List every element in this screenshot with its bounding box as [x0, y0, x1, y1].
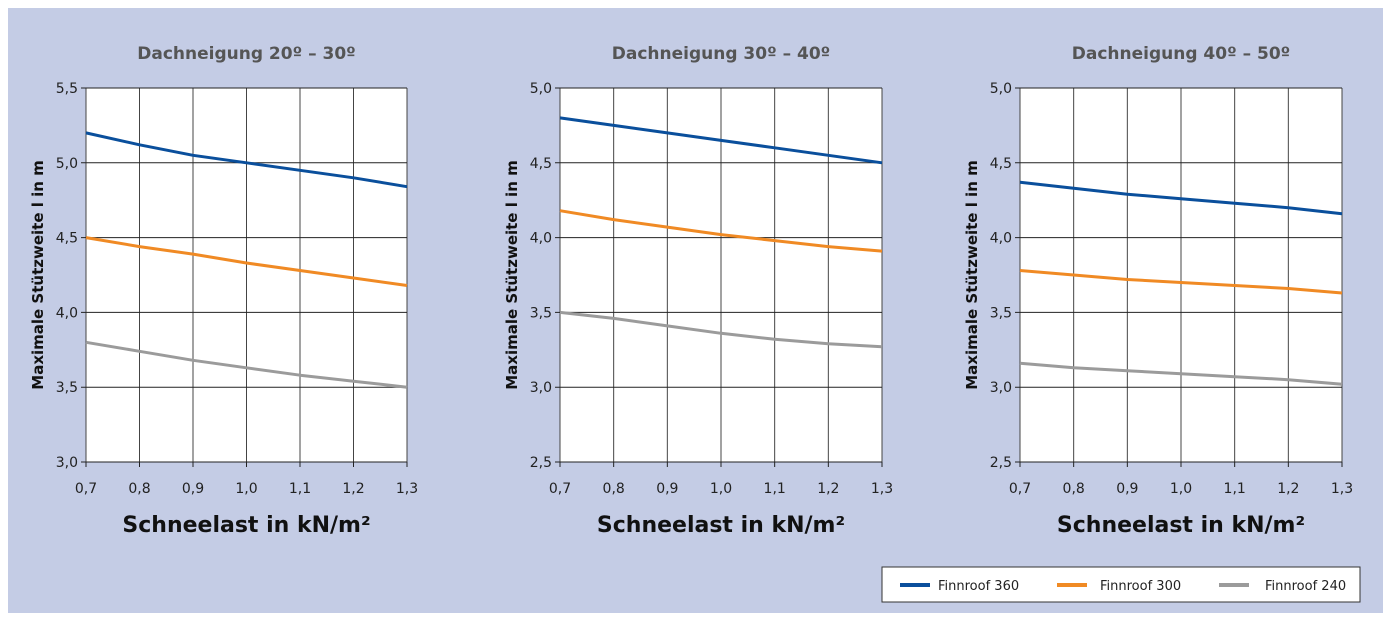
y-tick-label: 3,0 [990, 380, 1012, 396]
x-tick-label: 1,2 [817, 481, 839, 497]
x-tick-label: 1,3 [396, 481, 418, 497]
y-tick-label: 5,0 [990, 81, 1012, 97]
x-tick-label: 1,2 [342, 481, 364, 497]
chart-title: Dachneigung 40º – 50º [1072, 44, 1291, 64]
y-tick-label: 5,0 [56, 156, 78, 172]
x-tick-label: 0,7 [75, 481, 97, 497]
legend-label-finnroof-300: Finnroof 300 [1100, 579, 1181, 594]
series-line-finnroof-240 [559, 310, 883, 349]
x-tick-label: 0,8 [1063, 481, 1085, 497]
y-tick-label: 3,5 [990, 305, 1012, 321]
y-tick-label: 4,0 [530, 231, 552, 247]
x-tick-label: 1,0 [710, 481, 732, 497]
series-line-finnroof-360 [1019, 180, 1343, 216]
y-tick-label: 4,5 [990, 156, 1012, 172]
y-tick-label: 2,5 [530, 455, 552, 471]
y-axis-label: Maximale Stützweite l in m [963, 160, 981, 389]
series-line-finnroof-360 [559, 116, 883, 165]
legend-label-finnroof-360: Finnroof 360 [938, 579, 1019, 594]
x-tick-label: 0,9 [182, 481, 204, 497]
chart-1: Dachneigung 20º – 30º 3,0 3,5 4,0 4,5 5,0 5,5 0… [29, 44, 418, 538]
series-line-finnroof-300 [1019, 269, 1343, 295]
legend-box [881, 566, 1361, 603]
y-tick-label: 5,0 [530, 81, 552, 97]
x-tick-label: 1,2 [1277, 481, 1299, 497]
x-tick-label: 0,9 [656, 481, 678, 497]
series-line-finnroof-300 [559, 209, 883, 253]
chart-title: Dachneigung 20º – 30º [137, 44, 356, 64]
x-tick-label: 0,9 [1116, 481, 1138, 497]
x-tick-label: 1,0 [235, 481, 257, 497]
series-line-finnroof-300 [85, 236, 408, 287]
series-line-finnroof-240 [85, 340, 408, 389]
x-tick-label: 1,1 [764, 481, 786, 497]
chart-title: Dachneigung 30º – 40º [612, 44, 831, 64]
x-axis-label: Schneelast in kN/m² [122, 513, 370, 538]
x-tick-label: 0,7 [549, 481, 571, 497]
y-tick-label: 5,5 [56, 81, 78, 97]
chart-3: Dachneigung 40º – 50º 2,5 3,0 3,5 4,0 4,5 5,0 0… [963, 44, 1353, 538]
x-tick-label: 0,8 [603, 481, 625, 497]
y-tick-label: 4,5 [530, 156, 552, 172]
y-tick-label: 2,5 [990, 455, 1012, 471]
x-tick-label: 0,7 [1009, 481, 1031, 497]
y-tick-label: 4,0 [990, 231, 1012, 247]
x-tick-label: 1,1 [1224, 481, 1246, 497]
y-axis-label: Maximale Stützweite l in m [503, 160, 521, 389]
y-tick-label: 3,5 [530, 305, 552, 321]
series-line-finnroof-360 [85, 131, 408, 189]
chart-2: Dachneigung 30º – 40º 2,5 3,0 3,5 4,0 4,5 5,0 0… [503, 44, 893, 538]
x-tick-label: 1,1 [289, 481, 311, 497]
y-tick-label: 4,5 [56, 231, 78, 247]
x-tick-label: 1,3 [871, 481, 893, 497]
series-line-finnroof-240 [1019, 361, 1343, 386]
y-tick-label: 3,0 [56, 455, 78, 471]
x-tick-label: 1,3 [1331, 481, 1353, 497]
y-tick-label: 3,0 [530, 380, 552, 396]
x-tick-label: 1,0 [1170, 481, 1192, 497]
x-axis-label: Schneelast in kN/m² [1057, 513, 1305, 538]
legend: Finnroof 360 Finnroof 300 Finnroof 240 [881, 566, 1361, 603]
x-axis-label: Schneelast in kN/m² [597, 513, 845, 538]
y-tick-label: 3,5 [56, 380, 78, 396]
legend-label-finnroof-240: Finnroof 240 [1265, 579, 1346, 594]
y-axis-label: Maximale Stützweite l in m [29, 160, 47, 389]
y-tick-label: 4,0 [56, 305, 78, 321]
x-tick-label: 0,8 [128, 481, 150, 497]
